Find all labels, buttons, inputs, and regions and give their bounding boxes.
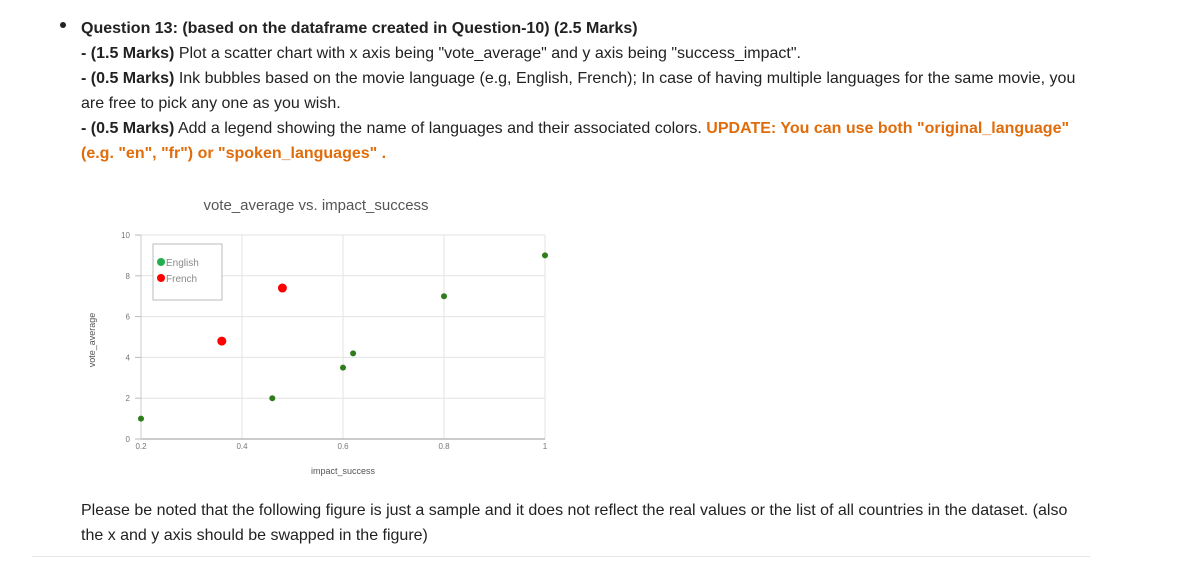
question-block: Question 13: (based on the dataframe cre…	[81, 16, 1101, 166]
question-title: Question 13: (based on the dataframe cre…	[81, 20, 638, 37]
list-bullet	[60, 22, 66, 28]
data-point-english	[441, 293, 447, 300]
y-tick-label: 6	[126, 313, 131, 322]
sample-scatter-chart: vote_average vs. impact_success 0 2 4 6 8 10 0…	[80, 190, 570, 480]
divider	[32, 556, 1090, 557]
data-point-english	[269, 395, 276, 402]
x-axis-label: impact_success	[311, 466, 376, 476]
y-tick-label: 2	[126, 394, 131, 403]
x-tick-label: 0.6	[337, 442, 349, 451]
y-axis-label: vote_average	[87, 313, 97, 368]
chart-svg: vote_average vs. impact_success 02468100…	[87, 197, 548, 476]
item-1-marks: - (1.5 Marks)	[81, 45, 175, 62]
item-3-marks: - (0.5 Marks)	[81, 120, 175, 137]
data-point-english	[350, 350, 357, 357]
item-2-text: Ink bubbles based on the movie language …	[81, 70, 1076, 112]
chart-axes	[140, 235, 545, 440]
data-point-french	[217, 336, 227, 346]
update-note: UPDATE: You can use both "original_langu…	[81, 120, 1070, 162]
x-tick-label: 0.2	[135, 442, 147, 451]
data-point-english	[340, 364, 346, 371]
question-item-3: - (0.5 Marks) Add a legend showing the n…	[81, 116, 1101, 166]
question-item-2: - (0.5 Marks) Ink bubbles based on the m…	[81, 66, 1101, 116]
item-3-text: Add a legend showing the name of languag…	[174, 120, 707, 137]
y-tick-label: 10	[121, 231, 130, 240]
data-point-english	[542, 252, 548, 259]
chart-ticks: 0 2 4 6 8 10 0.2 0.4 0.6 0.8 1	[121, 231, 548, 451]
data-point-english	[138, 415, 144, 422]
y-tick-label: 0	[126, 435, 131, 444]
x-tick-label: 0.4	[236, 442, 248, 451]
figure-note: Please be noted that the following figur…	[81, 502, 1068, 544]
y-tick-label: 8	[126, 272, 131, 281]
x-tick-label: 1	[543, 442, 548, 451]
legend-swatch-french	[157, 274, 165, 282]
item-2-marks: - (0.5 Marks)	[81, 70, 175, 87]
legend-swatch-english	[157, 258, 165, 266]
question-item-1: - (1.5 Marks) Plot a scatter chart with …	[81, 41, 1101, 66]
item-1-text: Plot a scatter chart with x axis being "…	[174, 45, 801, 62]
chart-points	[138, 252, 548, 422]
legend-label-english: English	[166, 258, 199, 269]
legend-box	[152, 243, 223, 301]
chart-title: vote_average vs. impact_success	[203, 197, 428, 214]
x-tick-label: 0.8	[438, 442, 450, 451]
y-tick-label: 4	[126, 353, 131, 362]
chart-legend: English French	[152, 243, 223, 301]
legend-label-french: French	[166, 274, 197, 285]
data-point-french	[277, 283, 287, 293]
